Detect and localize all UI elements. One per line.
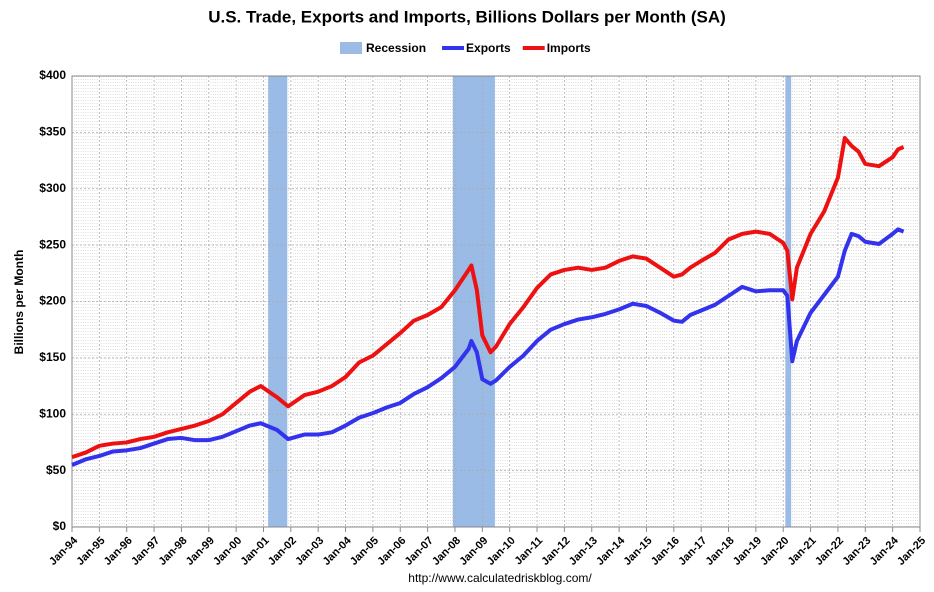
x-tick-label: Jan-03 <box>293 535 326 568</box>
x-tick-label: Jan-99 <box>184 535 217 568</box>
x-tick-label: Jan-14 <box>594 534 628 568</box>
legend-label: Imports <box>547 41 591 55</box>
x-tick-label: Jan-13 <box>567 535 600 568</box>
x-tick-label: Jan-02 <box>266 535 299 568</box>
x-tick-label: Jan-17 <box>676 535 709 568</box>
x-tick-label: Jan-11 <box>513 535 546 568</box>
x-tick-label: Jan-07 <box>403 535 436 568</box>
chart-title: U.S. Trade, Exports and Imports, Billion… <box>208 7 726 26</box>
y-tick-label: $100 <box>39 406 66 420</box>
x-tick-label: Jan-18 <box>704 535 737 568</box>
legend-swatch <box>340 42 362 54</box>
x-tick-label: Jan-23 <box>840 535 873 568</box>
x-tick-label: Jan-97 <box>129 535 162 568</box>
x-tick-label: Jan-98 <box>156 535 189 568</box>
x-tick-label: Jan-00 <box>211 535 244 568</box>
x-tick-label: Jan-94 <box>47 534 81 568</box>
source: http://www.calculatedriskblog.com/ <box>408 571 592 585</box>
x-tick-label: Jan-95 <box>74 535 107 568</box>
legend-label: Exports <box>466 41 511 55</box>
x-tick-label: Jan-25 <box>895 535 928 568</box>
plot-border <box>71 75 921 528</box>
x-tick-label: Jan-10 <box>485 535 518 568</box>
x-tick-label: Jan-06 <box>375 535 408 568</box>
x-tick-label: Jan-22 <box>813 535 846 568</box>
legend-label: Recession <box>366 41 426 55</box>
x-tick-label: Jan-09 <box>457 535 490 568</box>
series-line <box>71 227 905 467</box>
y-tick-label: $300 <box>39 181 66 195</box>
y-tick-label: $50 <box>46 463 66 477</box>
x-tick-label: Jan-05 <box>348 535 381 568</box>
series-line <box>71 136 905 459</box>
x-tick-label: Jan-96 <box>102 535 135 568</box>
x-tick-label: Jan-19 <box>731 535 764 568</box>
x-tick-label: Jan-04 <box>321 534 355 568</box>
x-tick-label: Jan-15 <box>621 535 654 568</box>
y-tick-label: $400 <box>39 68 66 82</box>
x-tick-label: Jan-08 <box>430 535 463 568</box>
y-tick-label: $250 <box>39 237 66 251</box>
y-tick-label: $200 <box>39 294 66 308</box>
y-tick-label: $150 <box>39 350 66 364</box>
y-axis-label: Billions per Month <box>12 250 26 355</box>
y-tick-label: $0 <box>53 519 67 533</box>
x-tick-label: Jan-01 <box>239 535 272 568</box>
y-tick-label: $350 <box>39 125 66 139</box>
x-tick-label: Jan-21 <box>786 535 819 568</box>
x-tick-label: Jan-16 <box>649 535 682 568</box>
x-tick-label: Jan-24 <box>868 534 902 568</box>
x-tick-label: Jan-12 <box>539 535 572 568</box>
x-tick-label: Jan-20 <box>758 535 791 568</box>
